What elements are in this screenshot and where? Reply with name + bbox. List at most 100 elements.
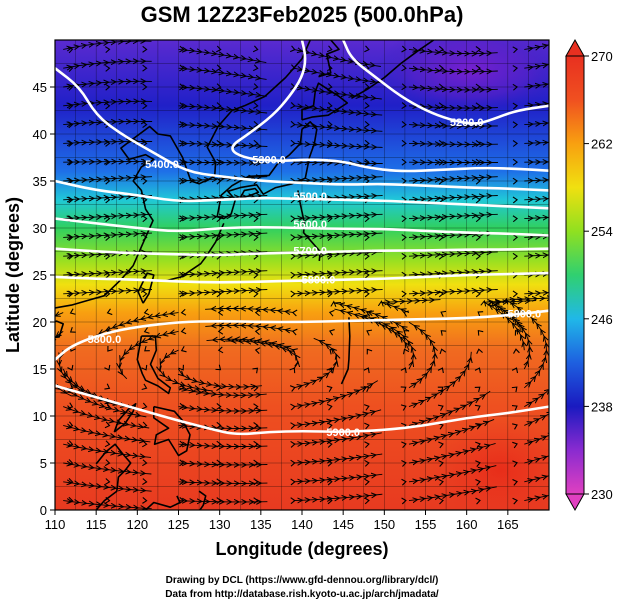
streamline-arrow — [438, 196, 444, 204]
streamline-arrow — [402, 348, 410, 355]
streamline-arrow — [253, 102, 259, 109]
streamline — [524, 375, 549, 407]
streamline-arrow — [513, 348, 520, 354]
streamline-arrow — [69, 308, 76, 315]
streamline-arrow — [401, 460, 407, 467]
streamline-arrow — [104, 383, 111, 390]
streamline-arrow — [142, 45, 148, 53]
streamline-arrow — [401, 497, 407, 505]
streamline-arrow — [512, 65, 519, 72]
streamline-arrow — [512, 497, 518, 505]
streamline-arrow — [401, 121, 407, 128]
streamline-arrow — [328, 329, 335, 336]
streamline — [63, 177, 153, 181]
streamline-arrow — [105, 215, 111, 223]
y-axis: 0 5 10 15 20 25 30 35 40 45 — [33, 80, 55, 518]
streamline-arrow — [180, 327, 187, 335]
streamline-arrow — [107, 345, 113, 352]
y-tick-label: 20 — [33, 315, 47, 330]
streamline-arrow — [217, 309, 224, 316]
y-tick-label: 45 — [33, 80, 47, 95]
streamline-arrow — [474, 367, 481, 374]
streamline-arrow — [67, 421, 74, 429]
streamline — [408, 487, 497, 501]
streamline-arrow — [511, 386, 518, 393]
streamline-arrow — [438, 290, 444, 298]
streamline-arrow — [141, 364, 148, 371]
streamline-arrow — [105, 196, 111, 204]
streamline — [178, 214, 268, 218]
streamline-arrow — [364, 441, 370, 449]
streamline — [408, 49, 498, 53]
streamline — [206, 339, 294, 350]
streamline-arrow — [438, 234, 444, 241]
streamline-arrow — [438, 441, 444, 449]
streamline-arrow — [364, 158, 370, 166]
streamline — [293, 290, 383, 294]
coastline — [153, 405, 191, 457]
streamline-arrow — [143, 327, 150, 334]
streamline-arrow — [67, 402, 74, 409]
streamline — [293, 271, 383, 275]
streamline — [63, 233, 153, 237]
streamline — [63, 101, 153, 106]
streamline-arrow — [289, 367, 296, 374]
streamline — [178, 177, 268, 181]
streamline — [178, 407, 268, 411]
streamline — [178, 125, 268, 130]
streamline-arrow — [142, 478, 148, 486]
streamline — [178, 271, 268, 275]
streamline-arrow — [327, 234, 333, 241]
streamline-arrow — [253, 440, 259, 448]
streamline-arrow — [474, 404, 481, 411]
streamline — [524, 102, 549, 106]
streamline-arrow — [216, 234, 222, 241]
streamline-arrow — [179, 158, 185, 166]
streamline-arrow — [253, 459, 259, 467]
colorbar-min-triangle — [565, 493, 585, 512]
contour-line — [55, 67, 549, 192]
streamline — [119, 331, 179, 380]
streamline — [524, 473, 549, 482]
streamline-arrow — [105, 290, 111, 298]
streamline-arrow — [366, 348, 373, 355]
contour-line — [55, 217, 549, 237]
streamline — [524, 453, 549, 464]
streamline — [178, 87, 267, 96]
streamline-arrow — [366, 329, 373, 336]
streamline-arrow — [179, 271, 185, 279]
streamline-arrow — [216, 384, 222, 392]
streamline-arrow — [67, 102, 74, 110]
streamline-arrow — [105, 158, 111, 166]
streamline-arrow — [105, 177, 111, 185]
streamline-arrow — [104, 440, 111, 448]
streamline — [63, 463, 152, 474]
streamline-arrow — [290, 215, 296, 223]
streamline — [524, 432, 549, 445]
streamline-arrow — [216, 478, 222, 486]
streamline-arrow — [364, 497, 370, 505]
streamline-arrow — [438, 83, 444, 91]
streamline — [408, 177, 498, 181]
x-tick-label: 120 — [126, 517, 148, 532]
streamline-arrow — [364, 83, 370, 91]
streamline — [381, 300, 441, 313]
streamline-arrow — [401, 45, 407, 53]
x-tick-label: 155 — [415, 517, 437, 532]
x-tick-label: 135 — [250, 517, 272, 532]
contour-label: 5900.0 — [326, 427, 360, 439]
streamline-arrow — [104, 496, 111, 504]
streamline-arrow — [180, 345, 187, 353]
streamline-arrow — [104, 421, 111, 429]
streamline-arrow — [67, 83, 74, 91]
streamline — [524, 217, 549, 219]
streamline-arrow — [512, 121, 519, 129]
streamline-arrow — [438, 158, 444, 166]
streamline-arrow — [511, 404, 518, 411]
streamline — [408, 290, 498, 294]
streamline — [55, 313, 64, 322]
contour-label: 5800.0 — [88, 334, 122, 346]
contour-line — [55, 179, 549, 210]
streamline-arrow — [179, 497, 185, 504]
streamline-arrow — [142, 459, 148, 467]
